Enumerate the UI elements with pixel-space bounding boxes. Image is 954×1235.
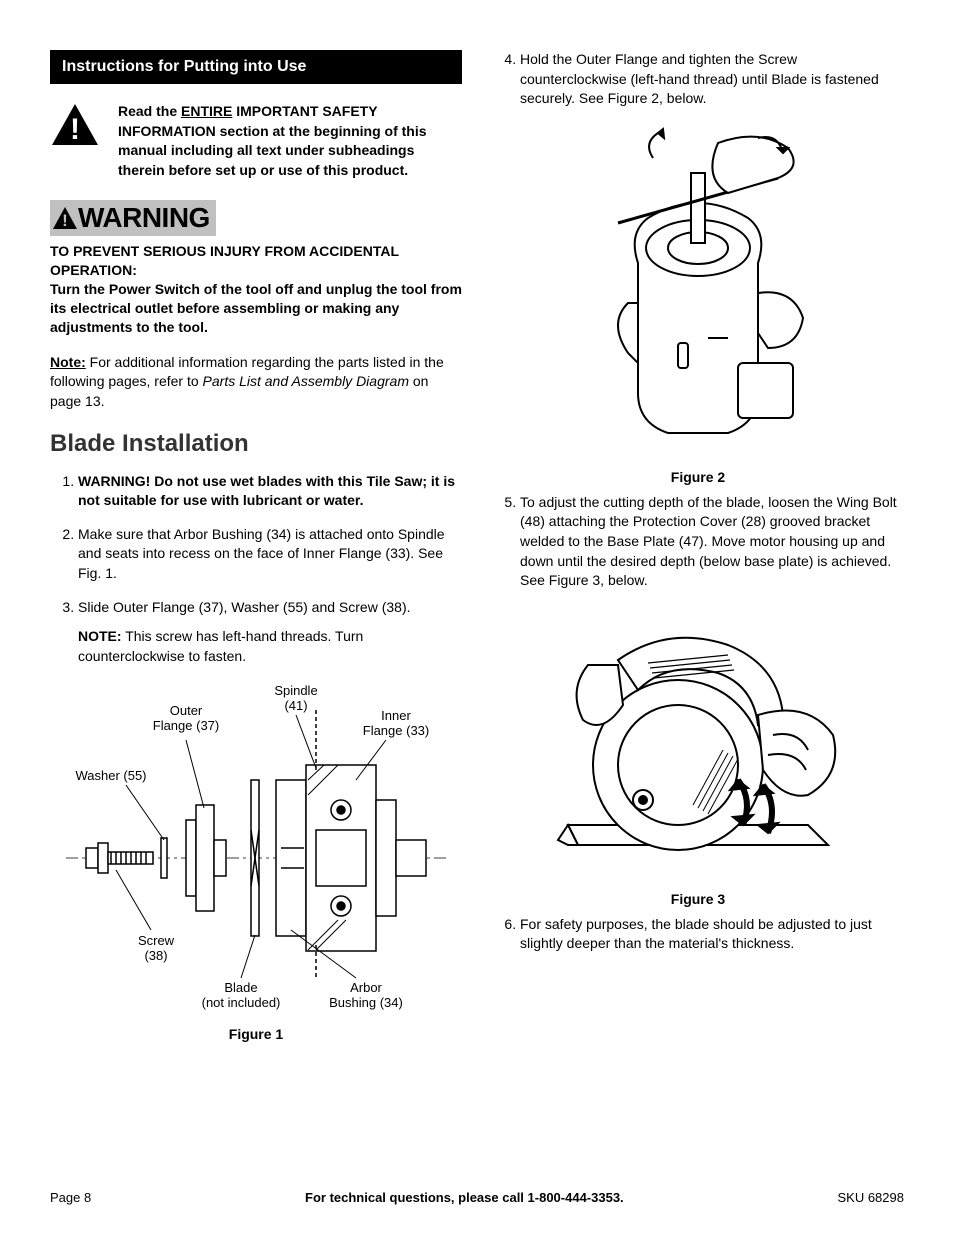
step-3-text: Slide Outer Flange (37), Washer (55) and… (78, 599, 411, 615)
footer-page: Page 8 (50, 1190, 91, 1205)
figure-2-diagram (578, 123, 818, 463)
figure-3-diagram (548, 605, 848, 885)
fig1-label-arbor: Arbor (350, 980, 382, 995)
figure-3-caption: Figure 3 (492, 891, 904, 907)
left-column: Instructions for Putting into Use ! Read… (50, 50, 462, 1050)
svg-text:Bushing (34): Bushing (34) (329, 995, 403, 1010)
fig1-label-spindle: Spindle (274, 683, 317, 698)
svg-text:!: ! (62, 211, 68, 230)
warning-small-triangle-icon: ! (52, 206, 78, 230)
step-1: WARNING! Do not use wet blades with this… (78, 472, 462, 511)
step-3-note: NOTE: This screw has left-hand threads. … (78, 627, 462, 666)
step-3-note-label: NOTE: (78, 628, 122, 644)
note-paragraph: Note: For additional information regardi… (50, 353, 462, 412)
right-column: Hold the Outer Flange and tighten the Sc… (492, 50, 904, 1050)
left-steps-list: WARNING! Do not use wet blades with this… (50, 472, 462, 667)
svg-text:(not included): (not included) (202, 995, 281, 1010)
step-3: Slide Outer Flange (37), Washer (55) and… (78, 598, 462, 667)
footer-sku: SKU 68298 (837, 1190, 904, 1205)
svg-text:Flange (37): Flange (37) (153, 718, 219, 733)
step-6: For safety purposes, the blade should be… (520, 915, 904, 954)
blade-installation-title: Blade Installation (50, 430, 462, 458)
section-header: Instructions for Putting into Use (50, 50, 462, 84)
note-italic: Parts List and Assembly Diagram (203, 373, 409, 389)
safety-pre: Read the (118, 103, 181, 119)
page-footer: Page 8 For technical questions, please c… (50, 1190, 904, 1205)
warning-body: TO PREVENT SERIOUS INJURY FROM ACCIDENTA… (50, 242, 462, 336)
step-5: To adjust the cutting depth of the blade… (520, 493, 904, 591)
warning-label-text: WARNING (78, 202, 210, 234)
figure-2-caption: Figure 2 (492, 469, 904, 485)
right-steps-list-a: Hold the Outer Flange and tighten the Sc… (492, 50, 904, 109)
safety-warning-row: ! Read the ENTIRE IMPORTANT SAFETY INFOR… (50, 102, 462, 180)
step-4: Hold the Outer Flange and tighten the Sc… (520, 50, 904, 109)
svg-text:(41): (41) (284, 698, 307, 713)
right-steps-list-b: To adjust the cutting depth of the blade… (492, 493, 904, 591)
fig1-label-screw: Screw (138, 933, 175, 948)
figure-1-caption: Figure 1 (50, 1026, 462, 1042)
svg-text:(38): (38) (144, 948, 167, 963)
warning-triangle-icon: ! (50, 102, 100, 147)
safety-entire: ENTIRE (181, 103, 232, 119)
fig1-label-washer: Washer (55) (75, 768, 146, 783)
right-steps-list-c: For safety purposes, the blade should be… (492, 915, 904, 954)
step-3-note-text: This screw has left-hand threads. Turn c… (78, 628, 363, 664)
figure-3-box: Figure 3 (492, 605, 904, 907)
figure-1-diagram: Outer Flange (37) Spindle (41) Inner Fla… (56, 680, 456, 1020)
figure-1-box: Outer Flange (37) Spindle (41) Inner Fla… (50, 680, 462, 1042)
footer-phone: For technical questions, please call 1-8… (305, 1190, 624, 1205)
warning-rest: Turn the Power Switch of the tool off an… (50, 281, 462, 335)
safety-text: Read the ENTIRE IMPORTANT SAFETY INFORMA… (118, 102, 462, 180)
fig1-label-blade: Blade (224, 980, 257, 995)
figure-2-box: Figure 2 (492, 123, 904, 485)
step-1-text: WARNING! Do not use wet blades with this… (78, 473, 455, 509)
note-label: Note: (50, 354, 86, 370)
warning-label: ! WARNING (50, 200, 216, 236)
svg-text:Flange (33): Flange (33) (363, 723, 429, 738)
main-columns: Instructions for Putting into Use ! Read… (50, 50, 904, 1050)
step-2: Make sure that Arbor Bushing (34) is att… (78, 525, 462, 584)
fig1-label-inner-flange: Inner (381, 708, 411, 723)
warning-caps: TO PREVENT SERIOUS INJURY FROM ACCIDENTA… (50, 243, 399, 278)
svg-text:!: ! (70, 113, 80, 146)
fig1-label-outer-flange: Outer (170, 703, 203, 718)
